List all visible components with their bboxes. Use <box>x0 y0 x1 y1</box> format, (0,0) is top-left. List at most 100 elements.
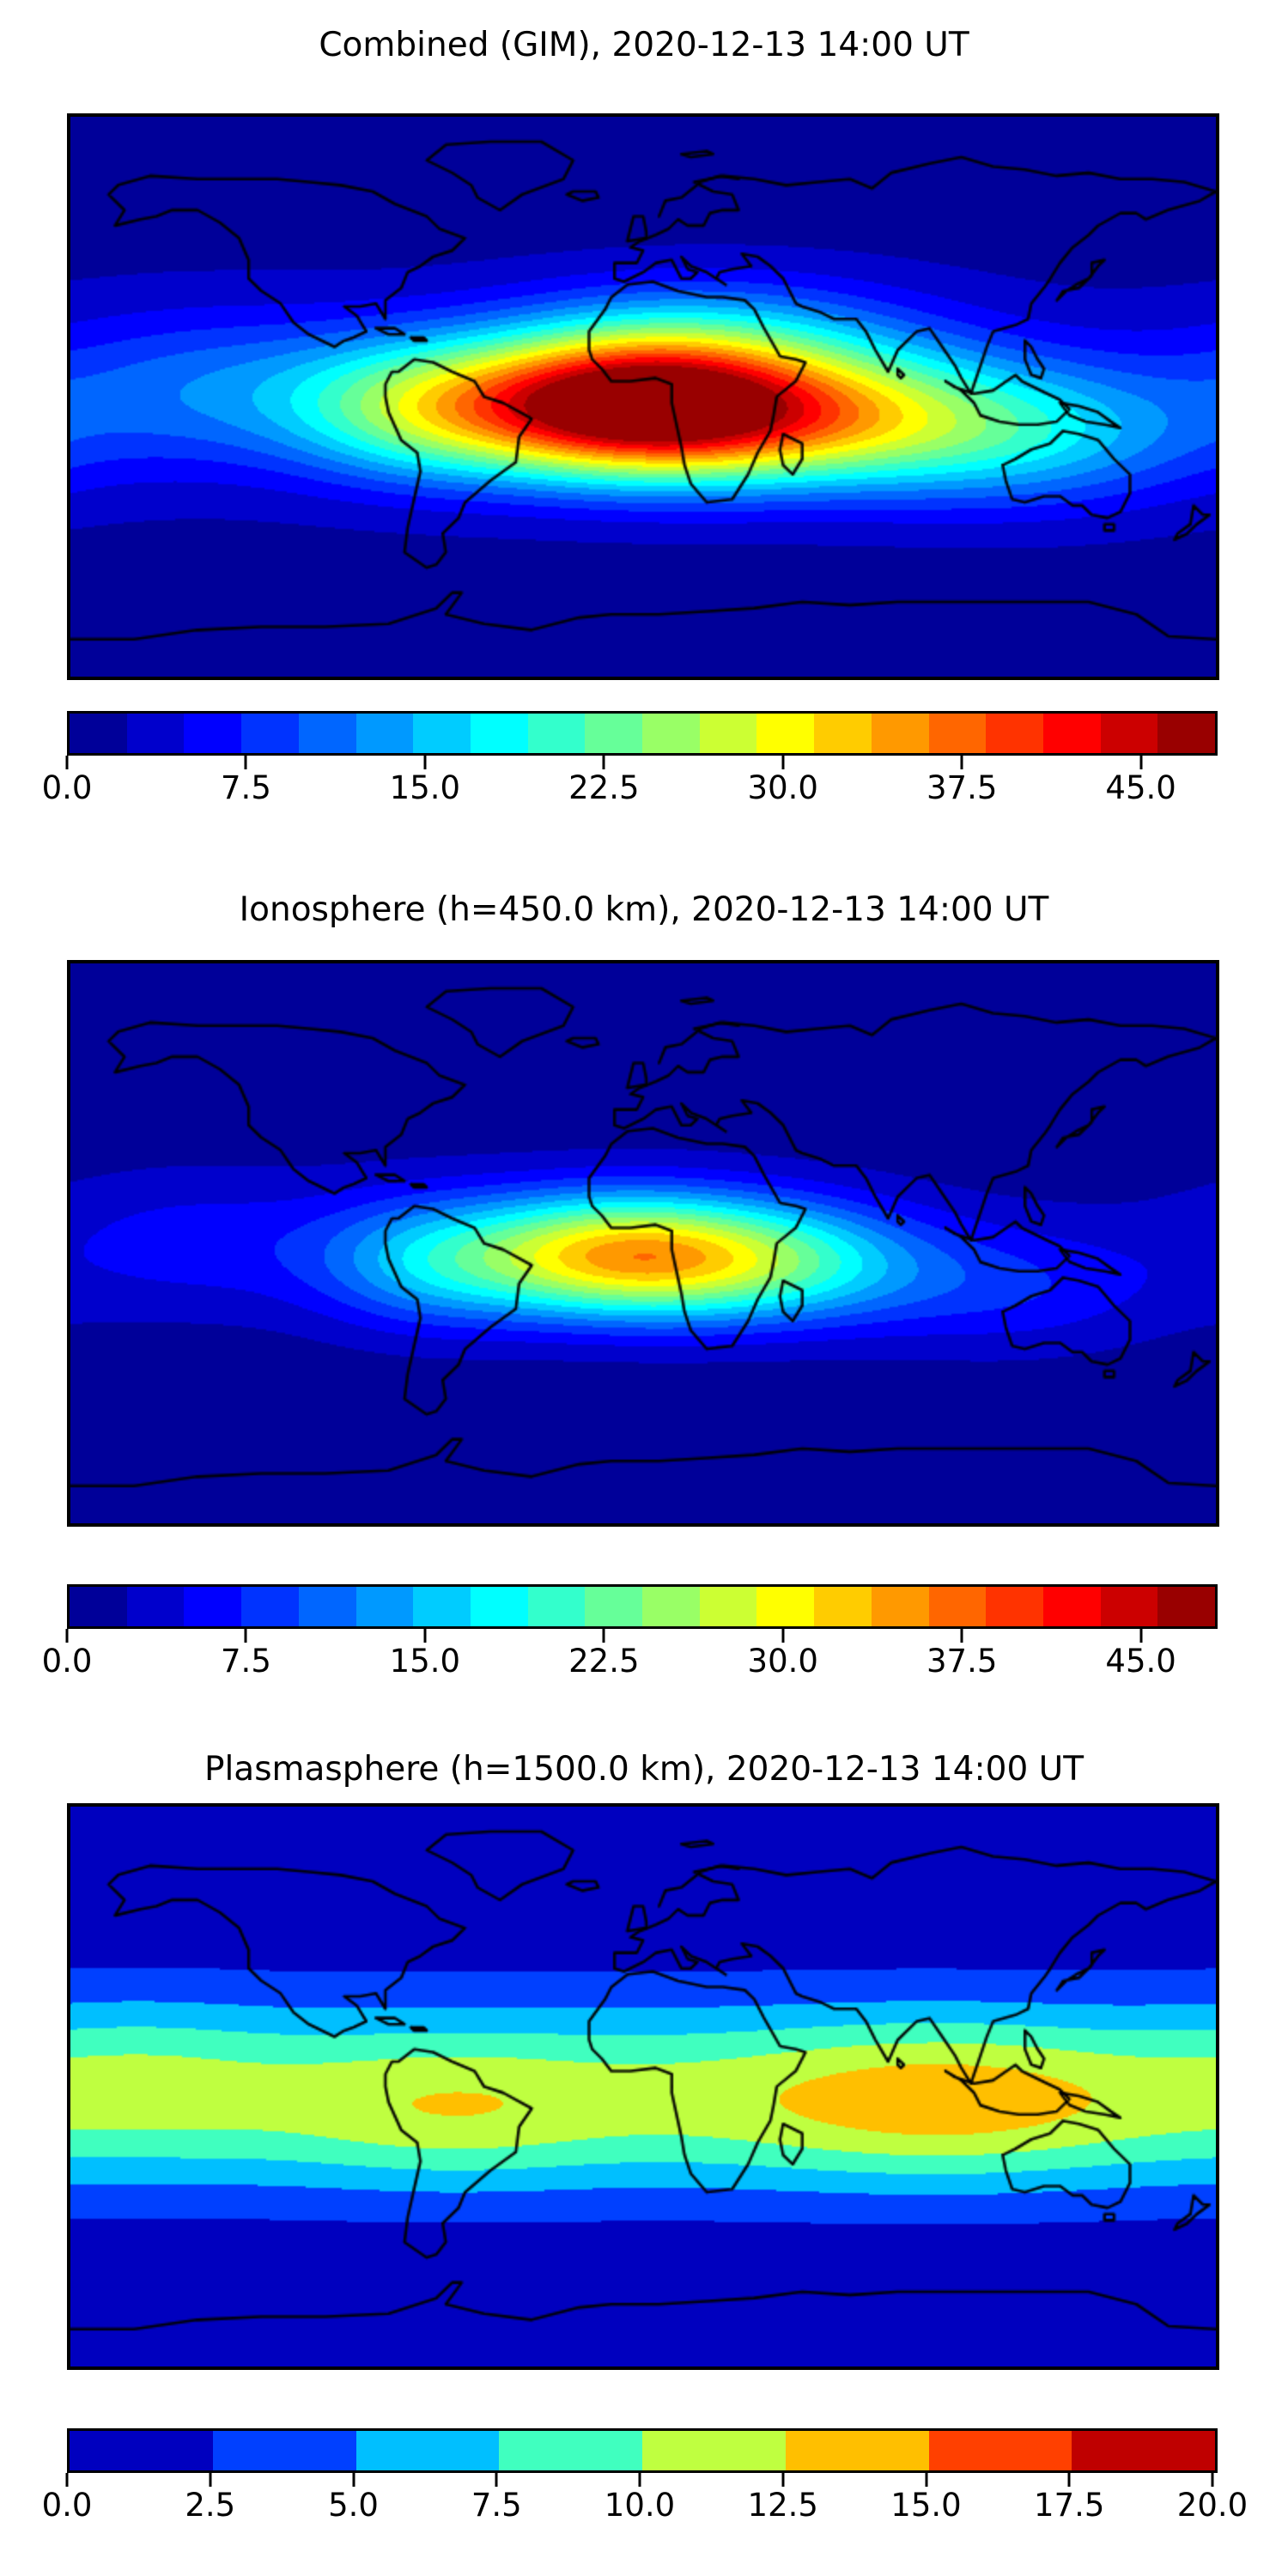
colorbar-band <box>699 1587 757 1626</box>
colorbar-tick-label: 22.5 <box>568 769 640 806</box>
colorbar-tick-label: 15.0 <box>389 1643 461 1680</box>
colorbar-tick <box>423 756 427 769</box>
colorbar-tick-label: 37.5 <box>926 769 998 806</box>
colorbar-band <box>1157 714 1216 753</box>
panel-title-combined-gim: Combined (GIM), 2020-12-13 14:00 UT <box>319 26 969 64</box>
colorbar-tick-label: 5.0 <box>328 2487 379 2524</box>
colorbar-band <box>126 1587 185 1626</box>
colorbar-band <box>928 714 987 753</box>
colorbar-ticks-plasmasphere <box>65 2473 1214 2487</box>
colorbar-tick <box>209 2473 212 2487</box>
panel-ionosphere: Ionosphere (h=450.0 km), 2020-12-13 14:0… <box>0 859 1288 1717</box>
colorbar-tick <box>1067 2473 1071 2487</box>
colorbar-tick <box>1139 1629 1143 1643</box>
panel-plasmasphere: Plasmasphere (h=1500.0 km), 2020-12-13 1… <box>0 1717 1288 2576</box>
colorbar-tick <box>781 756 785 769</box>
colorbar-band <box>70 714 127 753</box>
colorbar-band <box>212 2431 356 2470</box>
colorbar-band <box>355 1587 414 1626</box>
colorbar-band <box>70 1587 127 1626</box>
colorbar-tick <box>925 2473 927 2487</box>
colorbar-band <box>1042 1587 1101 1626</box>
panel-combined-gim: Combined (GIM), 2020-12-13 14:00 UT 0.0 7… <box>0 0 1288 859</box>
colorbar-band <box>585 1587 643 1626</box>
colorbar-band <box>986 1587 1043 1626</box>
colorbar-tick-label: 17.5 <box>1034 2487 1105 2524</box>
colorbar-band <box>184 714 242 753</box>
colorbar-band <box>785 2431 929 2470</box>
colorbar-tick <box>65 1629 69 1643</box>
colorbar-band <box>1100 1587 1158 1626</box>
colorbar-band <box>642 714 700 753</box>
colorbar-band <box>1042 714 1101 753</box>
colorbar-tick <box>602 1629 605 1643</box>
colorbar-band <box>871 1587 929 1626</box>
colorbar-strip-combined-gim <box>67 711 1218 756</box>
colorbar-strip-plasmasphere <box>67 2428 1218 2473</box>
colorbar-band <box>871 714 929 753</box>
panel-title-ionosphere: Ionosphere (h=450.0 km), 2020-12-13 14:0… <box>239 890 1049 929</box>
colorbar-band <box>413 1587 471 1626</box>
colorbar-ticklabels-plasmasphere: 0.0 2.5 5.0 7.5 10.0 12.5 15.0 17.5 20.0 <box>42 2487 1249 2530</box>
colorbar-tick <box>352 2473 355 2487</box>
colorbar-tick-label: 45.0 <box>1105 769 1176 806</box>
colorbar-ticks-combined-gim <box>65 756 1212 769</box>
colorbar-band <box>241 1587 299 1626</box>
colorbar-tick-label: 30.0 <box>747 769 818 806</box>
colorbar-band <box>470 714 528 753</box>
colorbar-tick-label: 10.0 <box>604 2487 676 2524</box>
colorbar-band <box>126 714 185 753</box>
colorbar-band <box>470 1587 528 1626</box>
colorbar-tick <box>781 2473 785 2487</box>
colorbar-band <box>1072 2431 1215 2470</box>
colorbar-band <box>814 714 872 753</box>
colorbar-combined-gim: 0.0 7.5 15.0 22.5 30.0 37.5 45.0 <box>42 711 1218 806</box>
colorbar-tick-label: 2.5 <box>185 2487 236 2524</box>
colorbar-band <box>355 2431 500 2470</box>
colorbar-tick-label: 15.0 <box>890 2487 962 2524</box>
map-canvas-combined-gim <box>70 117 1216 677</box>
colorbar-tick <box>1139 756 1143 769</box>
colorbar-tick <box>781 1629 785 1643</box>
colorbar-band <box>298 1587 356 1626</box>
colorbar-band <box>814 1587 872 1626</box>
colorbar-band <box>699 714 757 753</box>
colorbar-band <box>928 2431 1072 2470</box>
colorbar-tick <box>1211 2473 1214 2487</box>
map-ionosphere <box>67 960 1219 1527</box>
colorbar-strip-ionosphere <box>67 1584 1218 1629</box>
colorbar-tick <box>423 1629 427 1643</box>
colorbar-band <box>928 1587 987 1626</box>
colorbar-tick-label: 22.5 <box>568 1643 640 1680</box>
colorbar-band <box>184 1587 242 1626</box>
colorbar-ticklabels-ionosphere: 0.0 7.5 15.0 22.5 30.0 37.5 45.0 <box>42 1643 1212 1686</box>
colorbar-ticklabels-combined-gim: 0.0 7.5 15.0 22.5 30.0 37.5 45.0 <box>42 769 1212 812</box>
colorbar-band <box>70 2431 213 2470</box>
colorbar-tick-label: 45.0 <box>1105 1643 1176 1680</box>
colorbar-tick-label: 15.0 <box>389 769 461 806</box>
colorbar-tick <box>495 2473 498 2487</box>
colorbar-tick-label: 0.0 <box>41 2487 93 2524</box>
colorbar-tick-label: 0.0 <box>41 769 93 806</box>
colorbar-tick <box>638 2473 641 2487</box>
colorbar-tick-label: 12.5 <box>747 2487 818 2524</box>
colorbar-tick-label: 20.0 <box>1176 2487 1249 2524</box>
colorbar-tick <box>602 756 605 769</box>
colorbar-band <box>756 714 815 753</box>
colorbar-tick-label: 0.0 <box>41 1643 93 1680</box>
map-canvas-ionosphere <box>70 963 1216 1523</box>
colorbar-tick-label: 37.5 <box>926 1643 998 1680</box>
colorbar-band <box>1100 714 1158 753</box>
colorbar-tick-label: 7.5 <box>221 769 271 806</box>
colorbar-band <box>1157 1587 1216 1626</box>
colorbar-band <box>527 714 586 753</box>
colorbar-band <box>527 1587 586 1626</box>
map-combined-gim <box>67 113 1219 680</box>
panel-title-plasmasphere: Plasmasphere (h=1500.0 km), 2020-12-13 1… <box>204 1750 1084 1789</box>
colorbar-tick-label: 7.5 <box>471 2487 522 2524</box>
colorbar-band <box>499 2431 642 2470</box>
colorbar-band <box>585 714 643 753</box>
colorbar-tick <box>244 756 247 769</box>
map-plasmasphere <box>67 1803 1219 2370</box>
